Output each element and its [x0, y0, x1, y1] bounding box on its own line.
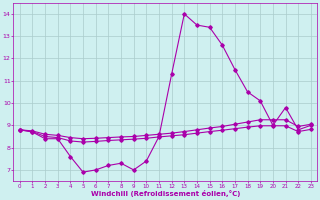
X-axis label: Windchill (Refroidissement éolien,°C): Windchill (Refroidissement éolien,°C)	[91, 190, 240, 197]
